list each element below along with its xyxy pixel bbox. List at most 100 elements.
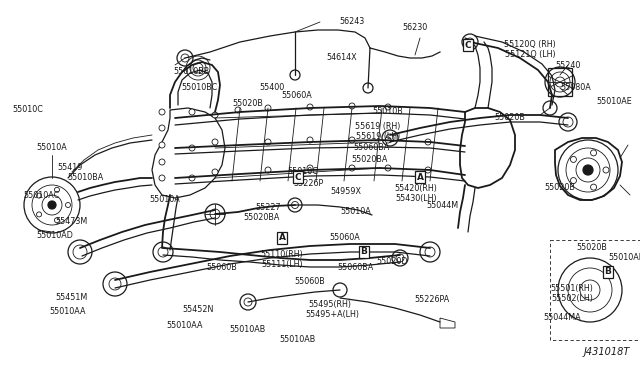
Circle shape: [189, 175, 195, 181]
Circle shape: [212, 112, 218, 118]
Circle shape: [265, 139, 271, 145]
Text: 55080A: 55080A: [561, 83, 591, 93]
Circle shape: [159, 125, 165, 131]
Text: 55495(RH): 55495(RH): [308, 301, 351, 310]
Text: 55010BB: 55010BB: [174, 67, 210, 77]
Circle shape: [591, 150, 596, 156]
Text: 55060B: 55060B: [294, 278, 325, 286]
Circle shape: [159, 109, 165, 115]
Text: C: C: [294, 173, 301, 182]
Circle shape: [425, 139, 431, 145]
Text: A: A: [417, 173, 424, 182]
Text: 55020B: 55020B: [577, 244, 607, 253]
Text: 55110(RH): 55110(RH): [260, 250, 303, 260]
Circle shape: [159, 142, 165, 148]
Text: 55010AC: 55010AC: [24, 190, 60, 199]
Text: A: A: [278, 234, 285, 243]
Text: 55010AE: 55010AE: [596, 97, 632, 106]
Circle shape: [36, 193, 42, 198]
Text: 55502(LH): 55502(LH): [551, 294, 593, 302]
Text: 55400: 55400: [259, 83, 285, 93]
Bar: [548, 68, 572, 96]
Text: 55430(LH): 55430(LH): [395, 193, 437, 202]
Text: 55060A: 55060A: [282, 90, 312, 99]
Text: 55044MA: 55044MA: [543, 314, 581, 323]
Circle shape: [65, 202, 70, 208]
Text: 55020BA: 55020BA: [352, 155, 388, 164]
Text: 55619 (LH): 55619 (LH): [356, 131, 400, 141]
Circle shape: [349, 103, 355, 109]
Text: 55420(RH): 55420(RH): [395, 183, 437, 192]
Text: 55010A: 55010A: [150, 196, 180, 205]
Text: 55010AB: 55010AB: [280, 336, 316, 344]
Circle shape: [570, 156, 577, 163]
Text: 55044M: 55044M: [426, 201, 458, 209]
Circle shape: [307, 104, 313, 110]
Circle shape: [349, 137, 355, 143]
Text: 55226P: 55226P: [293, 179, 323, 187]
Circle shape: [265, 105, 271, 111]
Text: 55020D: 55020D: [376, 257, 408, 266]
Text: 56243: 56243: [339, 17, 365, 26]
Text: 55010BC: 55010BC: [182, 83, 218, 93]
Text: 55226PA: 55226PA: [414, 295, 450, 305]
Text: 55060B: 55060B: [207, 263, 237, 273]
Text: 56230: 56230: [403, 23, 428, 32]
Text: 55240: 55240: [556, 61, 580, 70]
Text: 55010AA: 55010AA: [167, 321, 204, 330]
Circle shape: [385, 104, 391, 110]
Text: 55020B: 55020B: [232, 99, 264, 109]
Circle shape: [159, 159, 165, 165]
Circle shape: [385, 165, 391, 171]
Text: 55010AE: 55010AE: [608, 253, 640, 263]
Text: 55121Q (LH): 55121Q (LH): [505, 51, 556, 60]
Text: 55010A: 55010A: [340, 208, 371, 217]
Circle shape: [583, 165, 593, 175]
Text: 54959X: 54959X: [330, 187, 362, 196]
Circle shape: [307, 137, 313, 143]
Text: 55495+A(LH): 55495+A(LH): [305, 311, 359, 320]
Text: 54614X: 54614X: [326, 54, 357, 62]
Text: 55020BA: 55020BA: [244, 214, 280, 222]
Text: C: C: [465, 41, 471, 49]
Circle shape: [235, 107, 241, 113]
Text: 55010AA: 55010AA: [50, 308, 86, 317]
Text: 55111(LH): 55111(LH): [261, 260, 303, 269]
Circle shape: [385, 137, 391, 143]
Circle shape: [54, 218, 60, 223]
Text: 55473M: 55473M: [56, 218, 88, 227]
Circle shape: [591, 184, 596, 190]
Text: B: B: [605, 267, 611, 276]
Text: J431018T: J431018T: [584, 347, 630, 357]
Text: 55010C: 55010C: [287, 167, 319, 176]
Text: 55060BA: 55060BA: [354, 144, 390, 153]
Text: 55010A: 55010A: [36, 144, 67, 153]
Text: 55120Q (RH): 55120Q (RH): [504, 41, 556, 49]
Circle shape: [54, 187, 60, 192]
Text: 55010AB: 55010AB: [230, 326, 266, 334]
Circle shape: [265, 167, 271, 173]
Circle shape: [48, 201, 56, 209]
Circle shape: [307, 165, 313, 171]
Circle shape: [189, 145, 195, 151]
Text: 55451M: 55451M: [56, 294, 88, 302]
Circle shape: [603, 167, 609, 173]
Text: 55060A: 55060A: [330, 234, 360, 243]
Circle shape: [159, 175, 165, 181]
Text: 55452N: 55452N: [182, 305, 214, 314]
Text: B: B: [360, 247, 367, 257]
Circle shape: [212, 169, 218, 175]
Text: 55010BA: 55010BA: [67, 173, 103, 183]
Text: 55501(RH): 55501(RH): [550, 283, 593, 292]
Circle shape: [189, 109, 195, 115]
Text: 55227: 55227: [255, 203, 281, 212]
Text: 55619 (RH): 55619 (RH): [355, 122, 401, 131]
Circle shape: [349, 165, 355, 171]
Text: 55020B: 55020B: [545, 183, 575, 192]
Text: 55419: 55419: [58, 164, 83, 173]
Circle shape: [425, 167, 431, 173]
Circle shape: [570, 177, 577, 183]
Text: 55010AD: 55010AD: [36, 231, 74, 240]
Circle shape: [212, 139, 218, 145]
Text: 55010B: 55010B: [372, 108, 403, 116]
